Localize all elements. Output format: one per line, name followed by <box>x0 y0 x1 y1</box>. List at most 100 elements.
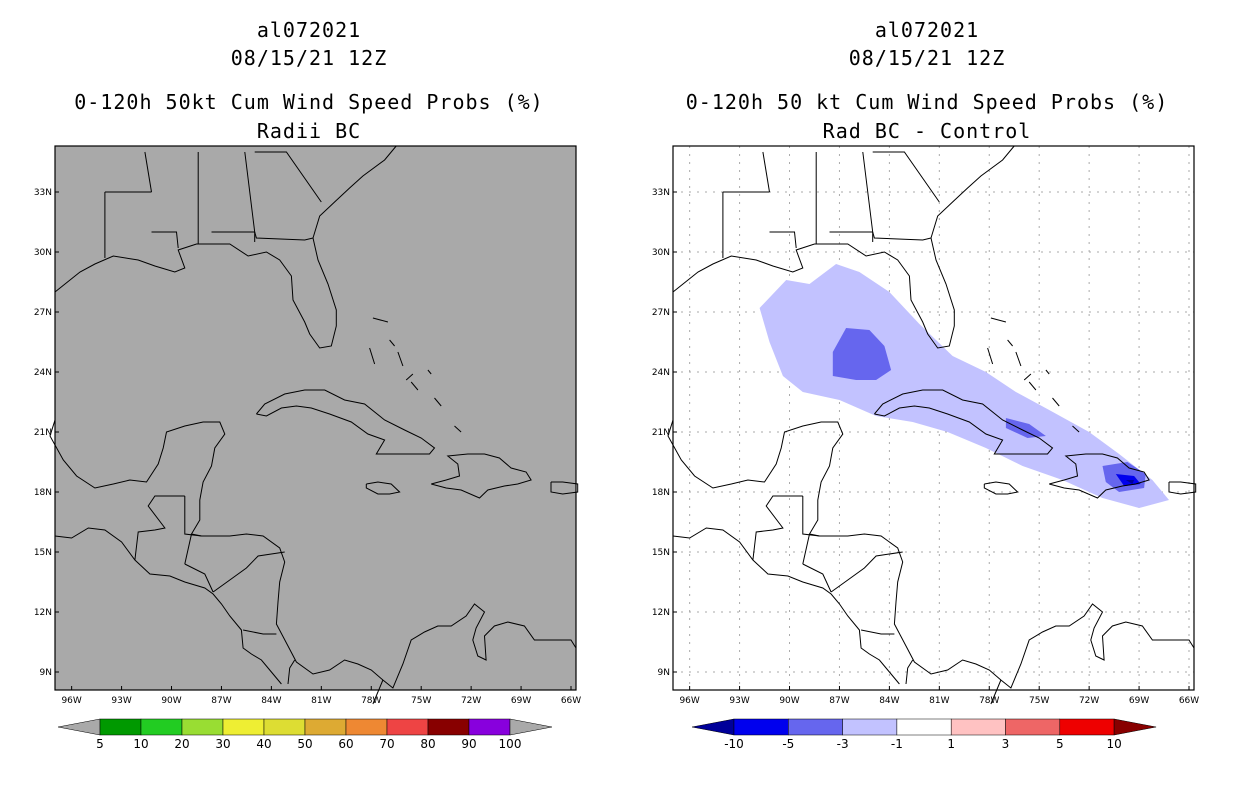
island <box>1052 397 1060 407</box>
coastline <box>256 389 436 455</box>
map-left: 96W 93W 90W 87W 84W 81W 78W 75W 72W 69W 66W 33N 30N 2… <box>34 145 581 706</box>
border-line <box>151 231 179 249</box>
colorbar-left-label: 60 <box>338 737 353 751</box>
colorbar-left-label: 20 <box>174 737 189 751</box>
island <box>1072 425 1080 433</box>
map-frame <box>54 145 577 691</box>
colorbar-right: -10 -5 -3 -1 1 3 5 10 <box>691 718 1157 751</box>
colorbar-left-swatch <box>386 718 429 736</box>
colorbar-left-label: 90 <box>461 737 476 751</box>
lat-label: 30N <box>652 248 670 258</box>
colorbar-right-swatch <box>1005 718 1061 736</box>
colorbar-left-left-arrow <box>57 718 101 736</box>
colorbar-left-label: 40 <box>256 737 271 751</box>
lat-label: 21N <box>34 428 52 438</box>
colorbar-right-right-arrow <box>1113 718 1157 736</box>
plot-title: 0-120h 50 kt Cum Wind Speed Probs (%) <box>685 90 1169 114</box>
lon-label: 96W <box>679 696 699 706</box>
map-left-background <box>55 146 576 690</box>
border-line <box>802 533 810 565</box>
colorbar-right-left-arrow <box>691 718 735 736</box>
border-line <box>372 679 384 705</box>
lat-label: 15N <box>34 548 52 558</box>
colorbar-left-label: 10 <box>133 737 148 751</box>
border-line <box>872 151 940 203</box>
colorbar-left-swatch <box>222 718 265 736</box>
island <box>369 347 376 365</box>
lon-label: 66W <box>561 696 581 706</box>
border-line <box>769 231 797 249</box>
lat-label: 30N <box>34 248 52 258</box>
colorbar-right-swatch <box>788 718 843 736</box>
lat-label: 24N <box>34 368 52 378</box>
lon-label: 87W <box>829 696 849 706</box>
lon-label: 96W <box>61 696 81 706</box>
lat-label: 12N <box>34 608 52 618</box>
island <box>1023 373 1032 381</box>
lat-label: 9N <box>658 668 670 678</box>
colorbar-left-label: 5 <box>96 737 104 751</box>
map-right: 96W 93W 90W 87W 84W 81W 78W 75W 72W 69W 66W 33N 30N 2… <box>652 145 1199 706</box>
colorbar-right-swatch <box>842 718 898 736</box>
coastline <box>550 481 579 495</box>
colorbar-right-label: -3 <box>837 737 849 751</box>
left-panel: al072021 08/15/21 12Z 0-120h 50kt Cum Wi… <box>34 18 581 751</box>
cycle-time: 08/15/21 12Z <box>848 46 1006 70</box>
lat-label: 33N <box>652 188 670 198</box>
lat-label: 27N <box>34 308 52 318</box>
lon-label: 78W <box>361 696 381 706</box>
lon-label: 66W <box>1179 696 1199 706</box>
lat-label: 15N <box>652 548 670 558</box>
island <box>397 351 404 367</box>
contour-fill-minus-5-to-minus-3 <box>832 328 892 380</box>
island <box>1045 369 1050 375</box>
colorbar-right-swatch <box>733 718 789 736</box>
colorbar-left-swatch <box>99 718 142 736</box>
border-line <box>144 151 152 193</box>
lat-label: 18N <box>34 488 52 498</box>
lon-label: 72W <box>1079 696 1099 706</box>
colorbar-left-label: 30 <box>215 737 230 751</box>
colorbar-left-label: 70 <box>379 737 394 751</box>
colorbar-right-label: -10 <box>724 737 744 751</box>
island <box>990 317 1007 323</box>
lat-label: 18N <box>652 488 670 498</box>
colorbar-left-right-arrow <box>509 718 553 736</box>
lat-label: 27N <box>652 308 670 318</box>
border-line <box>254 151 322 203</box>
colorbar-left-swatch <box>263 718 306 736</box>
colorbar-right-swatch <box>1059 718 1115 736</box>
colorbar-right-label: 5 <box>1056 737 1064 751</box>
border-line <box>802 496 820 537</box>
coastlines <box>667 145 1197 705</box>
island <box>454 425 462 433</box>
coastline <box>431 453 532 499</box>
colorbar-right-swatch <box>950 718 1006 736</box>
cycle-time: 08/15/21 12Z <box>230 46 388 70</box>
colorbar-right-label: 10 <box>1106 737 1121 751</box>
lon-label: 90W <box>779 696 799 706</box>
lon-label: 81W <box>311 696 331 706</box>
lat-label: 12N <box>652 608 670 618</box>
border-line <box>802 563 832 593</box>
contour-fill-below-minus-10 <box>1125 480 1135 484</box>
colorbar-right-label: -1 <box>891 737 903 751</box>
border-line <box>872 231 932 241</box>
colorbar-left-swatch <box>140 718 183 736</box>
colorbar-left-label: 100 <box>499 737 522 751</box>
border-line <box>184 533 192 565</box>
colorbar-left: 5 10 20 30 40 50 60 70 80 90 100 <box>57 718 553 751</box>
colorbar-left-swatch <box>304 718 347 736</box>
storm-id: al072021 <box>256 18 362 42</box>
coastline <box>672 527 900 685</box>
coastline <box>49 419 577 689</box>
colorbar-left-label: 50 <box>297 737 312 751</box>
lat-label: 21N <box>652 428 670 438</box>
island <box>1007 339 1013 347</box>
island <box>1028 381 1037 391</box>
storm-id: al072021 <box>874 18 980 42</box>
lon-label: 84W <box>879 696 899 706</box>
contour-fill-minus-3-to-minus-1 <box>759 264 1169 508</box>
lon-label: 75W <box>411 696 431 706</box>
lat-label: 33N <box>34 188 52 198</box>
